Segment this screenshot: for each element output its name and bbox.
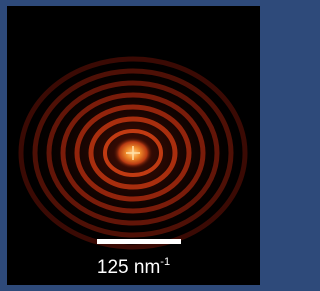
scale-bar [97, 239, 181, 244]
scale-bar-label: 125 nm-1 [0, 256, 267, 279]
scale-unit-exponent: -1 [160, 256, 170, 268]
diffraction-image [0, 0, 267, 291]
page: 125 nm-1 (() => { const data = JSON.pars… [0, 0, 267, 291]
figure: 125 nm-1 [0, 0, 267, 291]
rings [13, 53, 253, 253]
scale-text: 125 nm [97, 257, 160, 278]
